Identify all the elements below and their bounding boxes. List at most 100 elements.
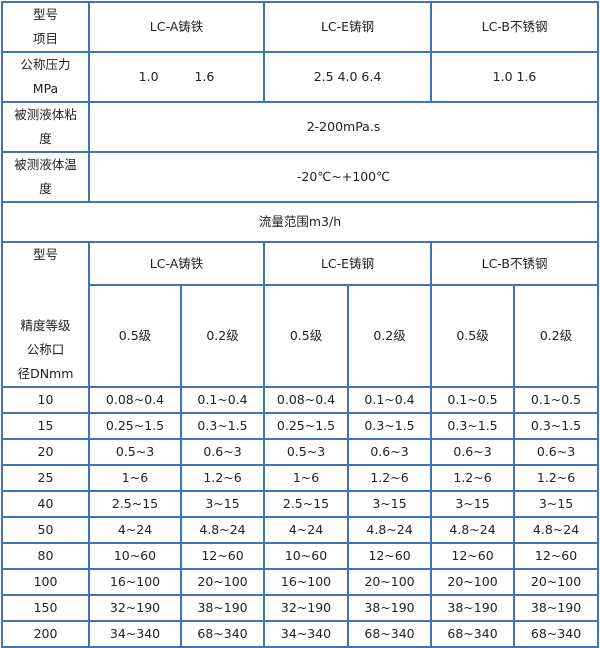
flow-range-cell: 20~100 <box>430 568 516 596</box>
flow-range-cell: 0.1~0.5 <box>430 386 516 414</box>
table-row: 25 1~6 1.2~6 1~6 1.2~6 1.2~6 1.2~6 <box>1 464 600 492</box>
grade-cell: 0.5级 <box>263 284 350 388</box>
flow-range-cell: 68~340 <box>430 620 516 648</box>
viscosity-label: 被测液体粘度 <box>1 101 90 153</box>
grade-cell: 0.5级 <box>430 284 516 388</box>
table-row: 150 32~190 38~190 32~190 38~190 38~190 38~190 <box>1 594 600 622</box>
flow-range-cell: 0.6~3 <box>430 438 516 466</box>
flow-range-cell: 20~100 <box>347 568 433 596</box>
pressure-value: 1.0 1.6 <box>430 51 600 103</box>
label-line: 公称压力 <box>20 57 71 72</box>
model-header: LC-A铸铁 <box>87 1 266 53</box>
table-row: 50 4~24 4.8~24 4~24 4.8~24 4.8~24 4.8~24 <box>1 516 600 544</box>
flow-range-cell: 1.2~6 <box>347 464 433 492</box>
flow-range-cell: 0.25~1.5 <box>88 412 182 440</box>
flow-range-cell: 4.8~24 <box>347 516 433 544</box>
flow-range-cell: 0.08~0.4 <box>263 386 350 414</box>
corner-label: 项目 <box>32 31 58 46</box>
flow-range-cell: 4.8~24 <box>179 516 266 544</box>
flow-range-cell: 4.8~24 <box>430 516 516 544</box>
header-row: 型号 项目 LC-A铸铁 LC-E铸钢 LC-B不锈钢 <box>1 1 600 53</box>
table-row: 15 0.25~1.5 0.3~1.5 0.25~1.5 0.3~1.5 0.3~1.5 0… <box>1 412 600 440</box>
dn-cell: 20 <box>1 438 90 466</box>
flow-range-cell: 3~15 <box>513 490 600 518</box>
flow-range-cell: 32~190 <box>88 594 182 622</box>
flow-range-cell: 16~100 <box>88 568 182 596</box>
flow-range-cell: 0.1~0.4 <box>347 386 433 414</box>
flow-range-cell: 20~100 <box>513 568 600 596</box>
dn-cell: 200 <box>1 620 90 648</box>
flow-range-cell: 0.08~0.4 <box>88 386 182 414</box>
table-row: 80 10~60 12~60 10~60 12~60 12~60 12~60 <box>1 542 600 570</box>
flow-range-cell: 3~15 <box>430 490 516 518</box>
flow-title-row: 流量范围m3/h <box>0 201 600 243</box>
viscosity-value: 2-200mPa.s <box>87 101 600 153</box>
table-row: 200 34~340 68~340 34~340 68~340 68~340 68~340 <box>1 620 600 648</box>
temperature-label: 被测液体温度 <box>1 151 90 203</box>
header-corner-cell: 型号 项目 <box>1 1 90 53</box>
grade-cell: 0.5级 <box>88 284 182 388</box>
flow-range-cell: 68~340 <box>179 620 266 648</box>
dn-cell: 100 <box>1 568 90 596</box>
pressure-label: 公称压力 MPa <box>1 51 90 103</box>
flow-range-cell: 0.1~0.4 <box>179 386 266 414</box>
dn-cell: 10 <box>1 386 90 414</box>
corner-bottom-label: 精度等级 <box>20 318 71 333</box>
temperature-value: -20℃~+100℃ <box>87 151 600 203</box>
flow-range-cell: 0.3~1.5 <box>430 412 516 440</box>
dn-cell: 50 <box>1 516 90 544</box>
flow-range-cell: 38~190 <box>347 594 433 622</box>
flow-range-cell: 2.5~15 <box>88 490 182 518</box>
flow-range-cell: 34~340 <box>88 620 182 648</box>
flow-range-cell: 32~190 <box>263 594 350 622</box>
label-line: 度 <box>39 131 52 146</box>
flow-model-row: 型号 精度等级 公称口 径DNmm LC-A铸铁 LC-E铸钢 LC-B不锈钢 <box>1 241 600 388</box>
corner-top-label: 型号 <box>32 247 58 262</box>
model-header: LC-E铸钢 <box>263 1 433 53</box>
grade-row: 0.5级 0.2级 0.5级 0.2级 0.5级 0.2级 <box>2 284 600 388</box>
corner-bottom-label: 径DNmm <box>17 366 74 381</box>
flow-range-cell: 0.6~3 <box>513 438 600 466</box>
flow-range-cell: 38~190 <box>179 594 266 622</box>
viscosity-row: 被测液体粘度 2-200mPa.s <box>1 101 600 153</box>
dn-cell: 80 <box>1 542 90 570</box>
flow-range-cell: 16~100 <box>263 568 350 596</box>
flow-range-cell: 0.25~1.5 <box>263 412 350 440</box>
flow-range-cell: 34~340 <box>263 620 350 648</box>
flow-range-cell: 1~6 <box>88 464 182 492</box>
flow-range-cell: 1~6 <box>263 464 350 492</box>
label-line: MPa <box>32 81 59 96</box>
flow-range-cell: 0.1~0.5 <box>513 386 600 414</box>
flow-range-cell: 1.2~6 <box>430 464 516 492</box>
flow-range-cell: 68~340 <box>513 620 600 648</box>
flow-corner-cell: 型号 精度等级 公称口 径DNmm <box>1 241 90 388</box>
flow-range-cell: 0.6~3 <box>179 438 266 466</box>
flow-range-cell: 0.5~3 <box>88 438 182 466</box>
dn-cell: 25 <box>1 464 90 492</box>
table-row: 20 0.5~3 0.6~3 0.5~3 0.6~3 0.6~3 0.6~3 <box>1 438 600 466</box>
table-row: 40 2.5~15 3~15 2.5~15 3~15 3~15 3~15 <box>1 490 600 518</box>
flow-range-cell: 12~60 <box>430 542 516 570</box>
flow-range-cell: 38~190 <box>513 594 600 622</box>
temperature-row: 被测液体温度 -20℃~+100℃ <box>1 151 600 203</box>
dn-cell: 15 <box>1 412 90 440</box>
label-line: 被测液体温 <box>14 157 77 172</box>
flow-model-header: LC-B不锈钢 <box>430 241 600 286</box>
table-row: 10 0.08~0.4 0.1~0.4 0.08~0.4 0.1~0.4 0.1~0.5 0… <box>1 386 600 414</box>
flow-range-cell: 0.5~3 <box>263 438 350 466</box>
label-line: 度 <box>39 181 52 196</box>
pressure-value: 2.5 4.0 6.4 <box>263 51 433 103</box>
flow-range-cell: 20~100 <box>179 568 266 596</box>
flow-range-cell: 0.3~1.5 <box>179 412 266 440</box>
corner-bottom-label: 公称口 <box>26 342 65 357</box>
flow-range-cell: 1.2~6 <box>179 464 266 492</box>
dn-cell: 40 <box>1 490 90 518</box>
flow-range-cell: 68~340 <box>347 620 433 648</box>
flow-range-cell: 38~190 <box>430 594 516 622</box>
flow-model-header: LC-E铸钢 <box>263 241 433 286</box>
model-header: LC-B不锈钢 <box>430 1 600 53</box>
table-row: 100 16~100 20~100 16~100 20~100 20~100 20~100 <box>1 568 600 596</box>
flow-range-cell: 3~15 <box>347 490 433 518</box>
flow-range-cell: 10~60 <box>263 542 350 570</box>
